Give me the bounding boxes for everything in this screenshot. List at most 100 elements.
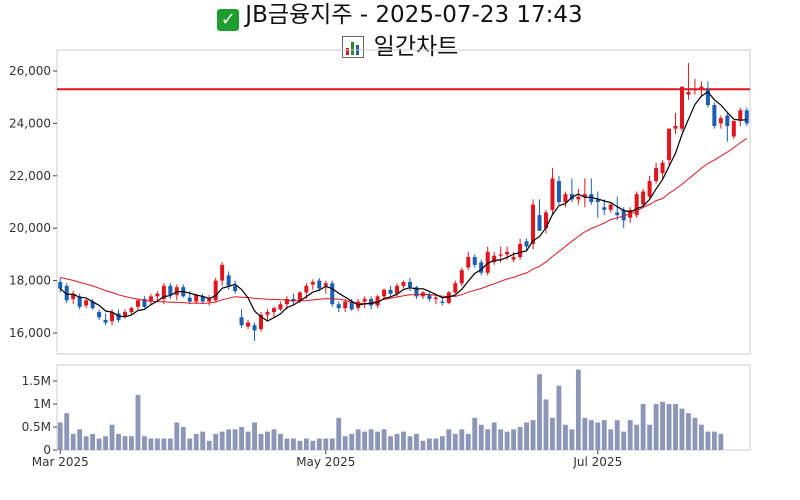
candle-body (304, 285, 309, 293)
candle (142, 296, 147, 309)
candle (660, 160, 665, 179)
volume-bar (381, 429, 387, 450)
candle (686, 63, 691, 100)
candle (608, 202, 613, 213)
candle (673, 112, 678, 134)
candle-body (524, 241, 529, 247)
candle-body (744, 110, 749, 124)
candle-body (679, 86, 685, 129)
volume-bar (232, 429, 238, 450)
chart-title-block: ✓ JB금융지주 - 2025-07-23 17:43 일간차트 (0, 0, 800, 62)
volume-bar (226, 429, 232, 450)
candle (492, 251, 497, 265)
volume-bar (336, 417, 342, 450)
chart-subtitle-text: 일간차트 (373, 34, 459, 60)
candle (440, 297, 445, 306)
candle-body (692, 89, 697, 91)
price-y-tick-label: 24,000 (9, 116, 51, 130)
chart-title: ✓ JB금융지주 - 2025-07-23 17:43 (0, 0, 800, 31)
candle-body (271, 308, 276, 313)
candle (58, 278, 63, 293)
volume-bar (401, 431, 406, 450)
candle-body (343, 301, 348, 309)
candle-body (427, 295, 432, 299)
volume-bar (180, 427, 186, 450)
candle-body (582, 194, 587, 197)
x-axis: Mar 2025 May 2025 Jul 2025 (32, 450, 622, 469)
volume-bar (116, 433, 121, 450)
candle-body (615, 212, 620, 216)
volume-bar (439, 436, 445, 450)
candle-body (485, 251, 490, 273)
candle (278, 301, 283, 311)
volume-bar (686, 413, 691, 450)
candle (466, 251, 471, 271)
candle (725, 112, 730, 142)
candle-body (58, 281, 63, 289)
volume-bar (575, 369, 581, 450)
volume-bar (83, 436, 89, 450)
candle-body (142, 298, 147, 307)
volume-bar (569, 429, 575, 450)
volume-bar (550, 417, 555, 450)
candle-body (621, 209, 626, 221)
candle-body (336, 304, 341, 309)
candle (738, 107, 743, 126)
volume-bar (167, 438, 173, 450)
candle (271, 306, 276, 318)
candle-body (718, 118, 723, 124)
candle (291, 293, 296, 306)
volume-bar (362, 431, 368, 450)
candle-body (110, 312, 115, 322)
check-mark-icon: ✓ (217, 9, 240, 31)
volume-bar (601, 420, 607, 450)
candle (667, 128, 672, 166)
candle-body (414, 287, 419, 297)
candle-body (168, 285, 173, 296)
price-panel: 16,000 18,000 20,000 22,000 24,000 26,000 (9, 49, 751, 355)
candle (511, 251, 516, 263)
candle-body (641, 191, 646, 205)
candle (485, 246, 490, 276)
volume-y-tick-label: 0.5M (22, 420, 51, 434)
candle-body (362, 298, 367, 302)
candle-body (602, 207, 607, 210)
candle (427, 292, 432, 302)
candle (84, 298, 89, 309)
volume-bar (252, 422, 257, 450)
candle-body (498, 254, 503, 256)
volume-bar (297, 440, 303, 450)
candle-body (531, 204, 536, 244)
candle (641, 188, 646, 208)
candle (246, 319, 251, 330)
candle (453, 280, 458, 294)
volume-bar (517, 427, 523, 450)
volume-y-axis: 0 0.5M 1M 1.5M (22, 374, 57, 457)
price-y-tick-label: 26,000 (9, 64, 51, 78)
candle (628, 207, 633, 223)
candle-body (148, 296, 153, 302)
volume-bar (355, 429, 361, 450)
volume-bar (77, 429, 83, 450)
candle-body (705, 89, 710, 106)
candle-body (187, 297, 192, 302)
candle-body (194, 295, 199, 302)
candle-body (161, 285, 166, 299)
volume-y-tick-label: 0 (43, 443, 51, 457)
candle-body (660, 162, 665, 174)
candle (518, 238, 523, 260)
candle-body (213, 280, 218, 301)
candle-body (725, 115, 730, 126)
candle (323, 280, 328, 294)
volume-bar (316, 438, 322, 450)
candle-body (556, 181, 561, 202)
volume-bar (122, 436, 128, 450)
volume-bar (420, 440, 426, 450)
volume-bar (491, 422, 497, 450)
volume-bar (673, 404, 678, 450)
candle (207, 295, 212, 306)
candle (420, 291, 425, 299)
candle-body (291, 298, 296, 302)
x-tick-label: Jul 2025 (572, 455, 622, 469)
volume-bar (394, 433, 400, 450)
